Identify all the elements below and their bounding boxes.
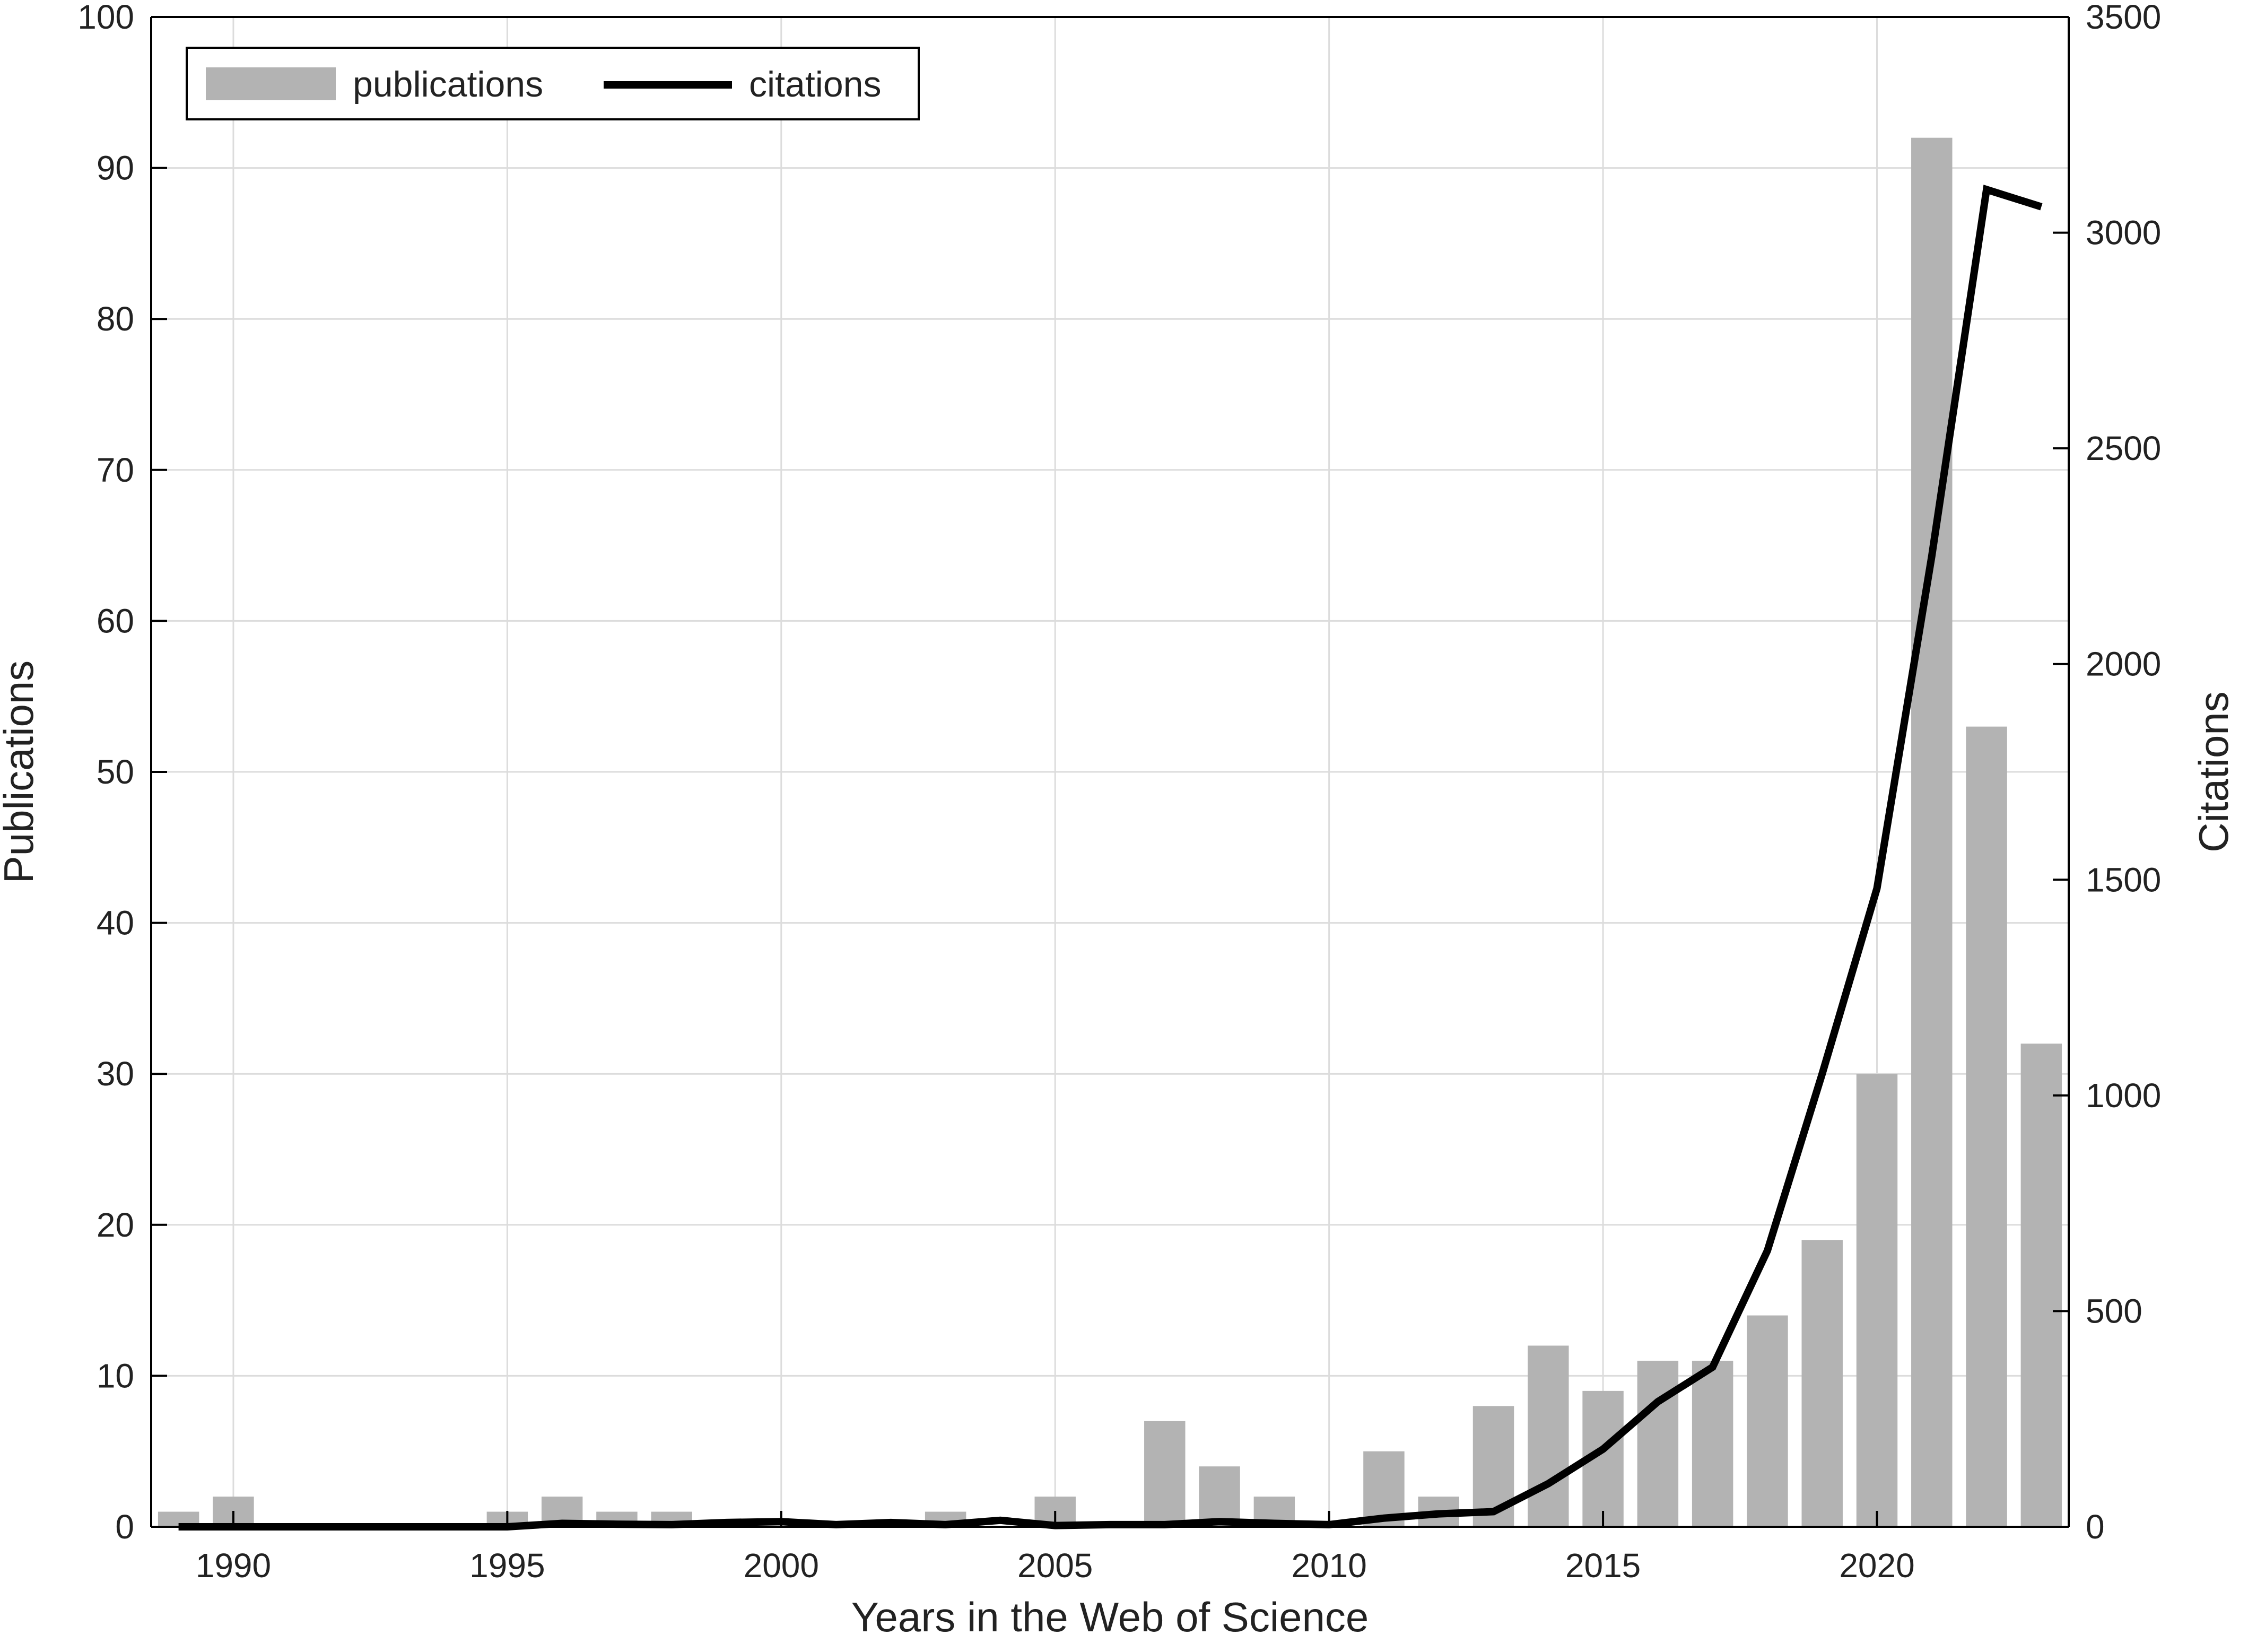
y2-tick-label: 1000 bbox=[2086, 1076, 2161, 1115]
x-tick-label: 2000 bbox=[744, 1546, 819, 1585]
y2-tick-label: 2500 bbox=[2086, 429, 2161, 467]
publication-bar bbox=[1747, 1315, 1788, 1527]
publication-bar bbox=[1856, 1074, 1898, 1527]
y-tick-label: 50 bbox=[97, 753, 134, 791]
y-tick-label: 30 bbox=[97, 1055, 134, 1093]
x-tick-label: 2020 bbox=[1839, 1546, 1914, 1585]
y2-tick-label: 2000 bbox=[2086, 645, 2161, 683]
y-tick-label: 10 bbox=[97, 1357, 134, 1395]
x-tick-label: 2005 bbox=[1017, 1546, 1093, 1585]
publication-bar bbox=[2020, 1044, 2062, 1527]
y-tick-label: 20 bbox=[97, 1206, 134, 1244]
publications-bars bbox=[158, 137, 2062, 1527]
y-tick-label: 100 bbox=[77, 0, 134, 36]
y-tick-label: 0 bbox=[115, 1508, 134, 1546]
publication-bar bbox=[1528, 1345, 1569, 1527]
publication-bar bbox=[1692, 1360, 1733, 1527]
y-axis-title: Publications bbox=[0, 660, 42, 884]
y-tick-label: 60 bbox=[97, 602, 134, 640]
y2-tick-label: 500 bbox=[2086, 1292, 2142, 1330]
x-tick-label: 2010 bbox=[1291, 1546, 1366, 1585]
legend-publications-label: publications bbox=[353, 64, 543, 105]
legend-box bbox=[186, 47, 920, 120]
x-axis-title: Years in the Web of Science bbox=[851, 1594, 1369, 1640]
grid bbox=[151, 16, 2069, 1528]
axis-labels: 1990 1995 2000 2005 2010 2015 2020 0 10 20 30 40 50 6… bbox=[77, 0, 2161, 1585]
y-tick-label: 70 bbox=[97, 451, 134, 489]
y-tick-label: 80 bbox=[97, 300, 134, 338]
y2-tick-label: 3000 bbox=[2086, 214, 2161, 252]
publication-bar bbox=[1144, 1421, 1186, 1527]
legend-publications-swatch bbox=[206, 67, 336, 100]
publication-bar bbox=[1966, 726, 2007, 1527]
y2-tick-label: 0 bbox=[2086, 1508, 2105, 1546]
publication-bar bbox=[1637, 1360, 1679, 1527]
y2-axis-title: Citations bbox=[2190, 691, 2237, 852]
legend-citations-label: citations bbox=[749, 64, 881, 105]
publication-bar bbox=[1199, 1466, 1240, 1527]
y2-tick-label: 3500 bbox=[2086, 0, 2161, 36]
x-tick-label: 1995 bbox=[469, 1546, 545, 1585]
legend: publications citations bbox=[186, 47, 920, 120]
x-tick-label: 1990 bbox=[196, 1546, 271, 1585]
y-tick-label: 40 bbox=[97, 904, 134, 942]
y2-tick-label: 1500 bbox=[2086, 860, 2161, 899]
publication-bar bbox=[1911, 137, 1953, 1527]
axes bbox=[150, 16, 2070, 1528]
y-tick-label: 90 bbox=[97, 149, 134, 187]
x-tick-label: 2015 bbox=[1565, 1546, 1641, 1585]
publication-bar bbox=[1801, 1240, 1843, 1527]
